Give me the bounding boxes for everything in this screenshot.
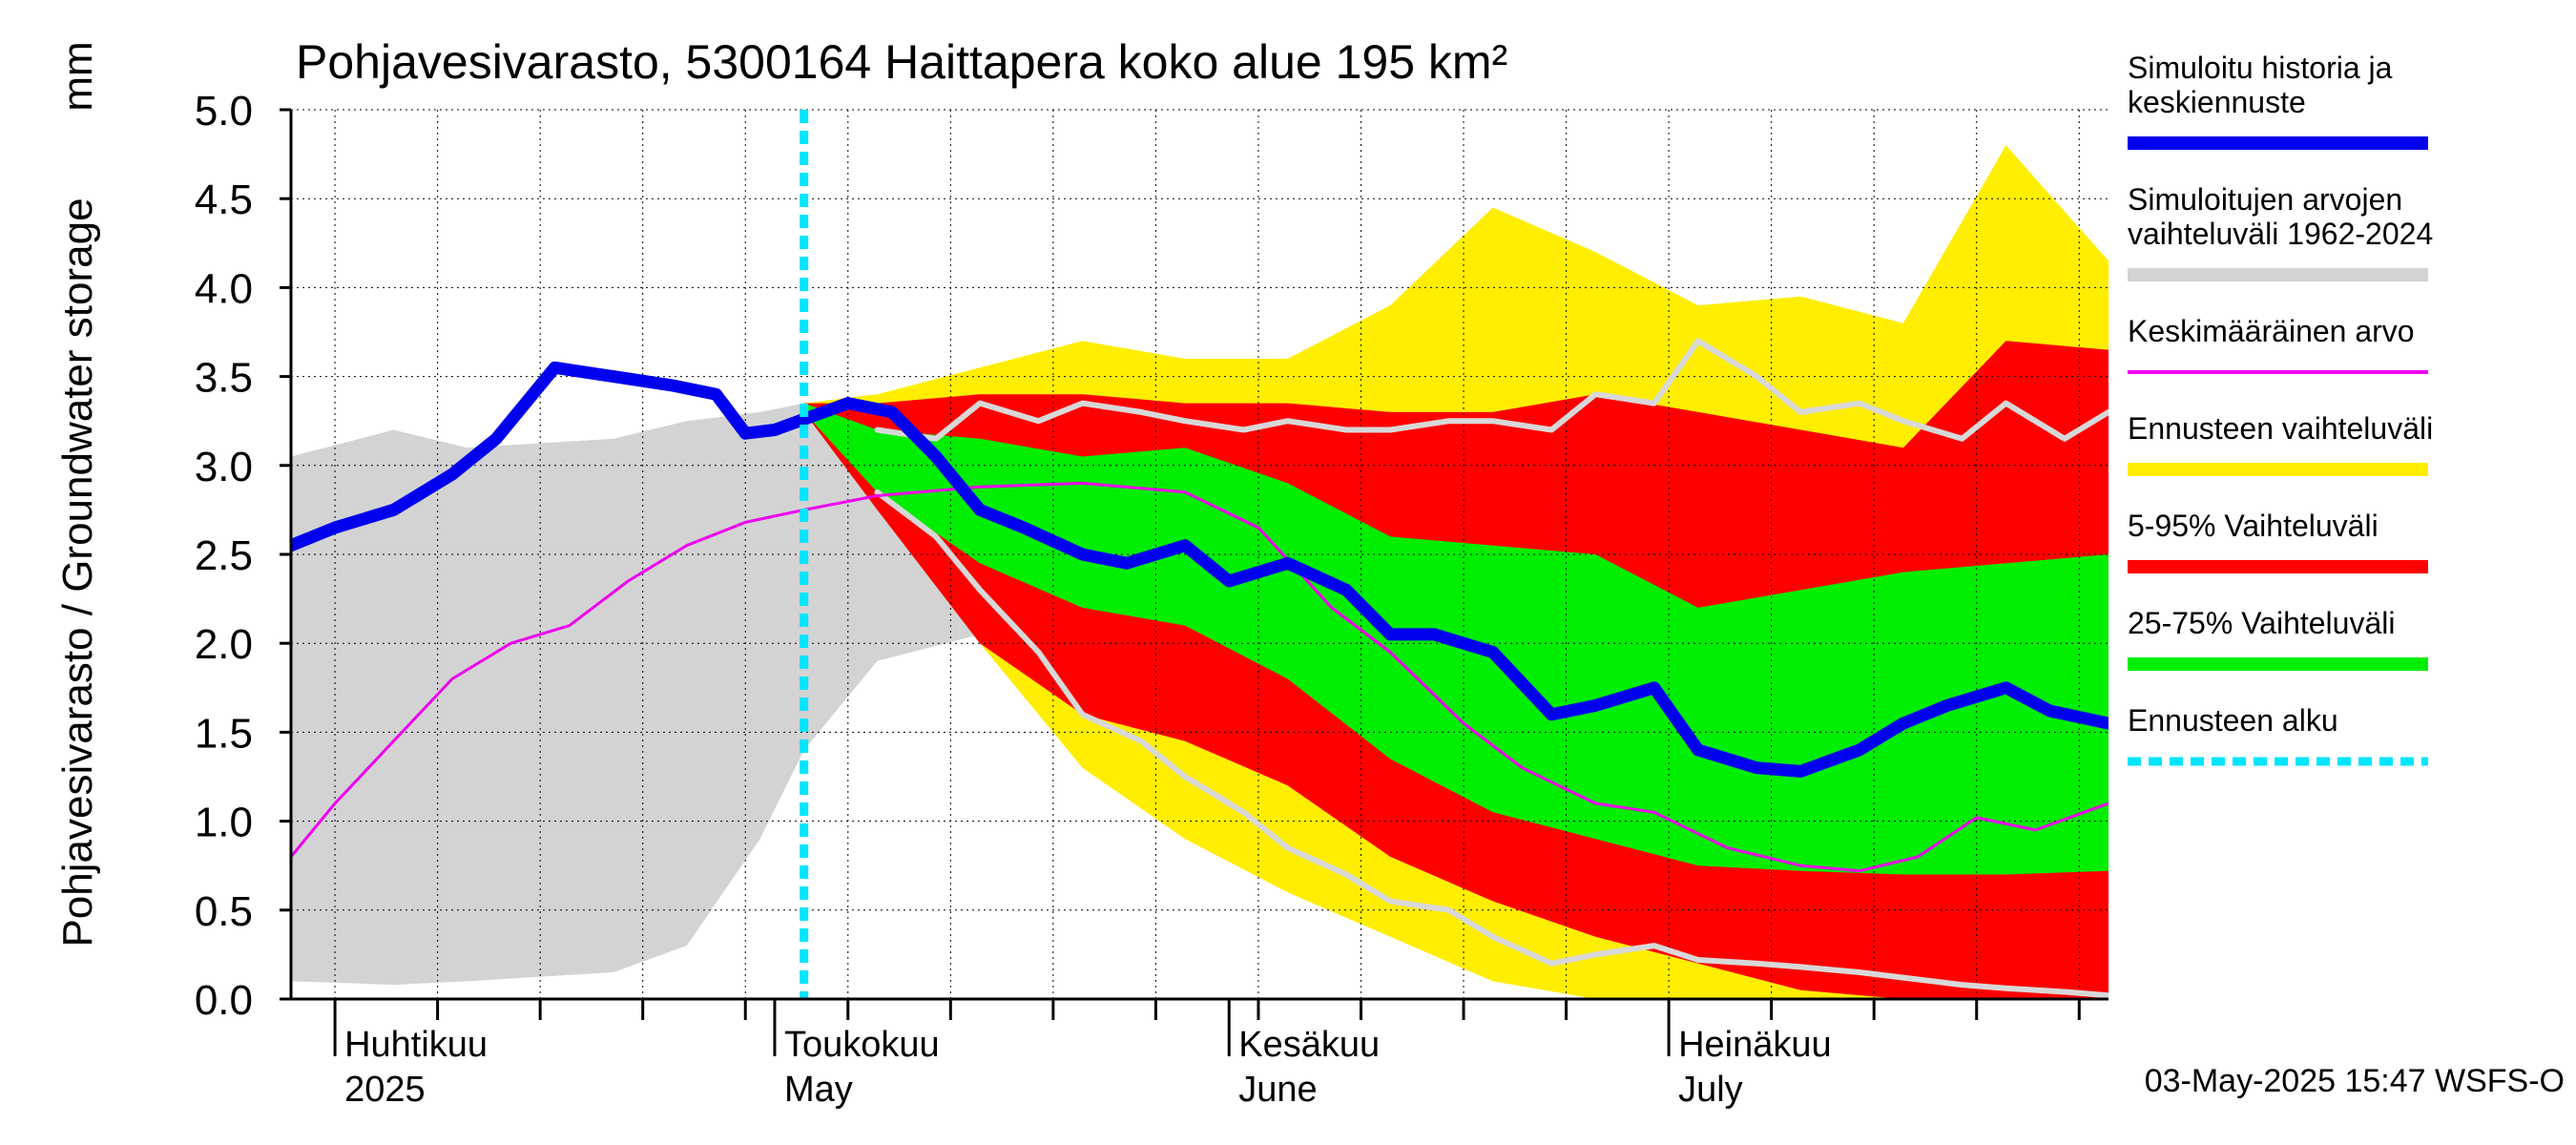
x-month-label: Heinäkuu <box>1678 1025 1832 1065</box>
y-axis-label: Pohjavesivarasto / Groundwater storage <box>54 198 101 947</box>
x-month-sublabel: May <box>784 1070 853 1110</box>
y-axis-unit: mm <box>54 41 101 111</box>
chart-title: Pohjavesivarasto, 5300164 Haittapera kok… <box>296 35 1507 89</box>
legend-label: Ennusteen vaihteluväli <box>2128 411 2433 446</box>
legend-label: 25-75% Vaihteluväli <box>2128 606 2395 640</box>
median-forecast-line <box>291 361 2109 778</box>
legend-label: Simuloitujen arvojen vaihteluväli 1962-20… <box>2128 182 2433 251</box>
x-month-label: Huhtikuu <box>344 1025 488 1065</box>
x-month-sublabel: 2025 <box>344 1070 426 1110</box>
simulated-max-line <box>874 338 2109 442</box>
mean-line <box>291 481 2109 873</box>
legend-label: Simuloitu historia ja keskiennuste <box>2128 51 2393 119</box>
y-tick-label: 1.5 <box>195 710 253 757</box>
y-tick-label: 0.0 <box>195 977 253 1024</box>
y-tick-label: 4.5 <box>195 177 253 223</box>
legend-label: 5-95% Vaihteluväli <box>2128 509 2379 543</box>
legend-label: Ennusteen alku <box>2128 703 2338 738</box>
x-month-sublabel: July <box>1678 1070 1743 1110</box>
y-tick-label: 3.5 <box>195 355 253 402</box>
x-month-sublabel: June <box>1238 1070 1317 1110</box>
timestamp: 03-May-2025 15:47 WSFS-O <box>2145 1063 2565 1099</box>
legend-label: Keskimääräinen arvo <box>2128 314 2415 348</box>
y-tick-label: 5.0 <box>195 88 253 135</box>
x-month-label: Kesäkuu <box>1238 1025 1380 1065</box>
x-month-label: Toukokuu <box>784 1025 940 1065</box>
y-tick-label: 1.0 <box>195 800 253 846</box>
y-tick-label: 3.0 <box>195 444 253 490</box>
simulated-min-line <box>874 489 2109 999</box>
y-tick-label: 2.0 <box>195 621 253 668</box>
y-tick-label: 4.0 <box>195 265 253 312</box>
y-tick-label: 2.5 <box>195 532 253 579</box>
y-tick-label: 0.5 <box>195 888 253 935</box>
